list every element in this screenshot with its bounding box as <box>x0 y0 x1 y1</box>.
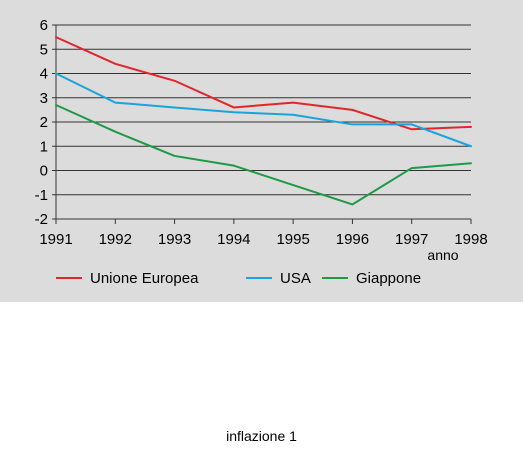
x-tick-label: 1996 <box>336 231 369 248</box>
legend-label-2: USA <box>280 270 311 287</box>
x-tick-label: 1992 <box>99 231 132 248</box>
x-tick-label: 1997 <box>395 231 428 248</box>
line-chart: -2 -1 0 1 2 3 4 5 6 1991 1992 1993 1994 1995 1996 1997 1… <box>35 17 488 287</box>
y-tick-label: 5 <box>40 41 48 58</box>
figure-caption: inflazione 1 <box>226 428 297 444</box>
chart-panel: -2 -1 0 1 2 3 4 5 6 1991 1992 1993 1994 1995 1996 1997 1… <box>0 0 523 302</box>
legend-label-1: Unione Europea <box>90 270 199 287</box>
legend: Unione Europea USA Giappone <box>56 270 421 287</box>
x-tick-label: 1993 <box>158 231 191 248</box>
series-line-3 <box>55 104 472 206</box>
series-line-1 <box>55 36 472 131</box>
axis-layer <box>52 24 472 224</box>
y-tick-label: 0 <box>40 163 48 180</box>
x-tick-label: 1995 <box>276 231 309 248</box>
legend-label-3: Giappone <box>356 270 421 287</box>
series-layer <box>55 36 472 206</box>
y-tick-label: 6 <box>40 17 48 34</box>
grid-layer <box>56 24 471 220</box>
y-tick-label: 3 <box>40 90 48 107</box>
y-tick-label: 4 <box>40 66 48 83</box>
x-tick-label: 1998 <box>454 231 487 248</box>
y-tick-label: 2 <box>40 114 48 131</box>
y-tick-label: -1 <box>35 187 48 204</box>
x-tick-label: 1991 <box>39 231 72 248</box>
y-tick-label: -2 <box>35 211 48 228</box>
x-axis-label: anno <box>427 247 458 263</box>
x-tick-label: 1994 <box>217 231 250 248</box>
series-line-2 <box>55 72 472 148</box>
y-tick-label: 1 <box>40 138 48 155</box>
label-layer: -2 -1 0 1 2 3 4 5 6 1991 1992 1993 1994 1995 1996 1997 1… <box>35 17 488 263</box>
